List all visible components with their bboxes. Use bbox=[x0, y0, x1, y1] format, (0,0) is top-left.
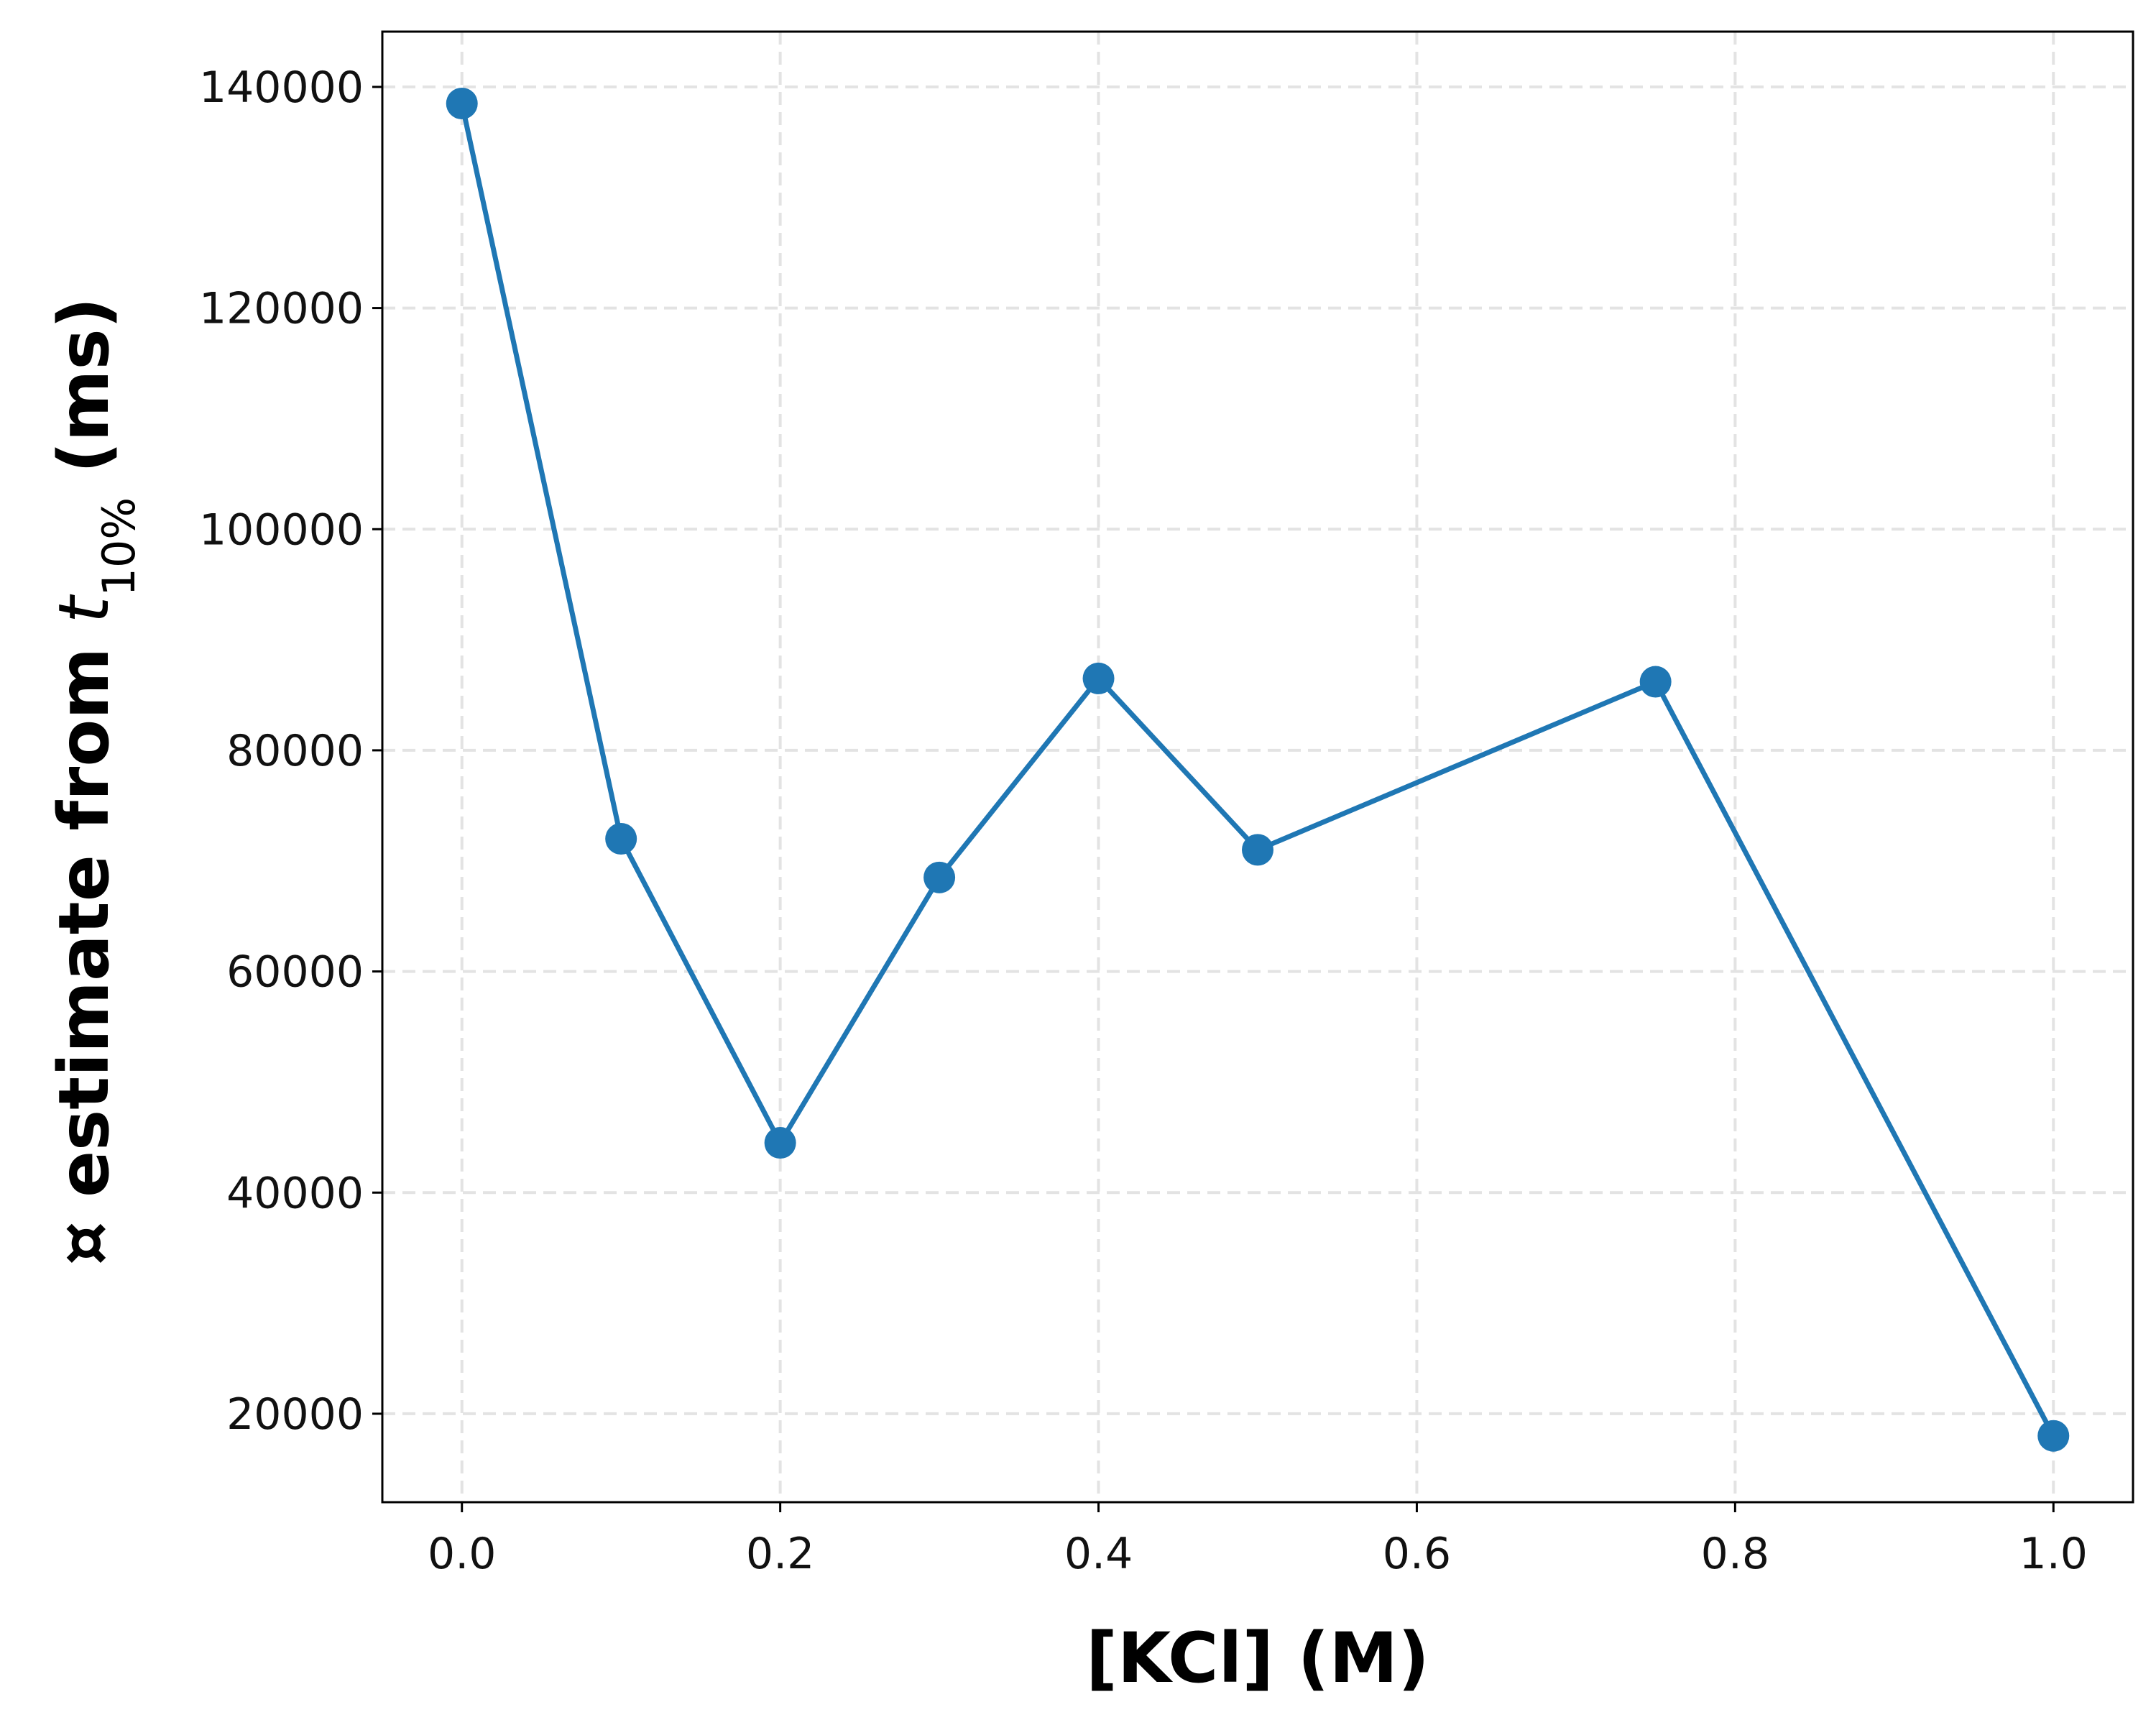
y-axis-title-subscript: 10% bbox=[93, 497, 145, 597]
data-point bbox=[605, 822, 637, 855]
plot-frame bbox=[381, 30, 2134, 1504]
y-tick-label: 80000 bbox=[226, 726, 364, 776]
x-tick-label: 0.8 bbox=[1701, 1529, 1769, 1579]
data-point bbox=[2037, 1420, 2070, 1452]
data-point bbox=[446, 87, 478, 119]
y-tick-label: 120000 bbox=[199, 284, 364, 334]
y-tick-label: 60000 bbox=[226, 947, 364, 998]
x-tick-label: 0.6 bbox=[1383, 1529, 1451, 1579]
y-tick-label: 140000 bbox=[199, 63, 364, 113]
y-axis-title-prefix: ¤ estimate from bbox=[44, 623, 124, 1265]
y-tick-label: 40000 bbox=[226, 1168, 364, 1218]
y-axis: 20000 40000 60000 80000 100000 120000 140000 bbox=[199, 63, 382, 1440]
y-axis-title-var: t bbox=[44, 594, 124, 623]
x-axis: 0.0 0.2 0.4 0.6 0.8 1.0 bbox=[428, 1502, 2088, 1579]
y-axis-title: ¤ estimate from t10% (ms) bbox=[44, 297, 145, 1265]
x-tick-label: 1.0 bbox=[2019, 1529, 2088, 1579]
y-tick-label: 100000 bbox=[199, 505, 364, 555]
series-line bbox=[459, 103, 2056, 1438]
series-layer bbox=[446, 87, 2070, 1452]
x-axis-title: [KCl] (M) bbox=[1086, 1618, 1429, 1698]
data-point bbox=[764, 1127, 796, 1159]
x-tick-label: 0.0 bbox=[428, 1529, 496, 1579]
data-point bbox=[1082, 662, 1115, 694]
grid bbox=[382, 32, 2133, 1502]
data-point bbox=[1242, 834, 1273, 866]
data-point bbox=[1639, 666, 1672, 698]
y-axis-title-suffix: (ms) bbox=[44, 297, 124, 497]
y-tick-label: 20000 bbox=[226, 1389, 364, 1440]
x-tick-label: 0.4 bbox=[1064, 1529, 1133, 1579]
x-tick-label: 0.2 bbox=[746, 1529, 814, 1579]
data-point bbox=[923, 861, 956, 893]
